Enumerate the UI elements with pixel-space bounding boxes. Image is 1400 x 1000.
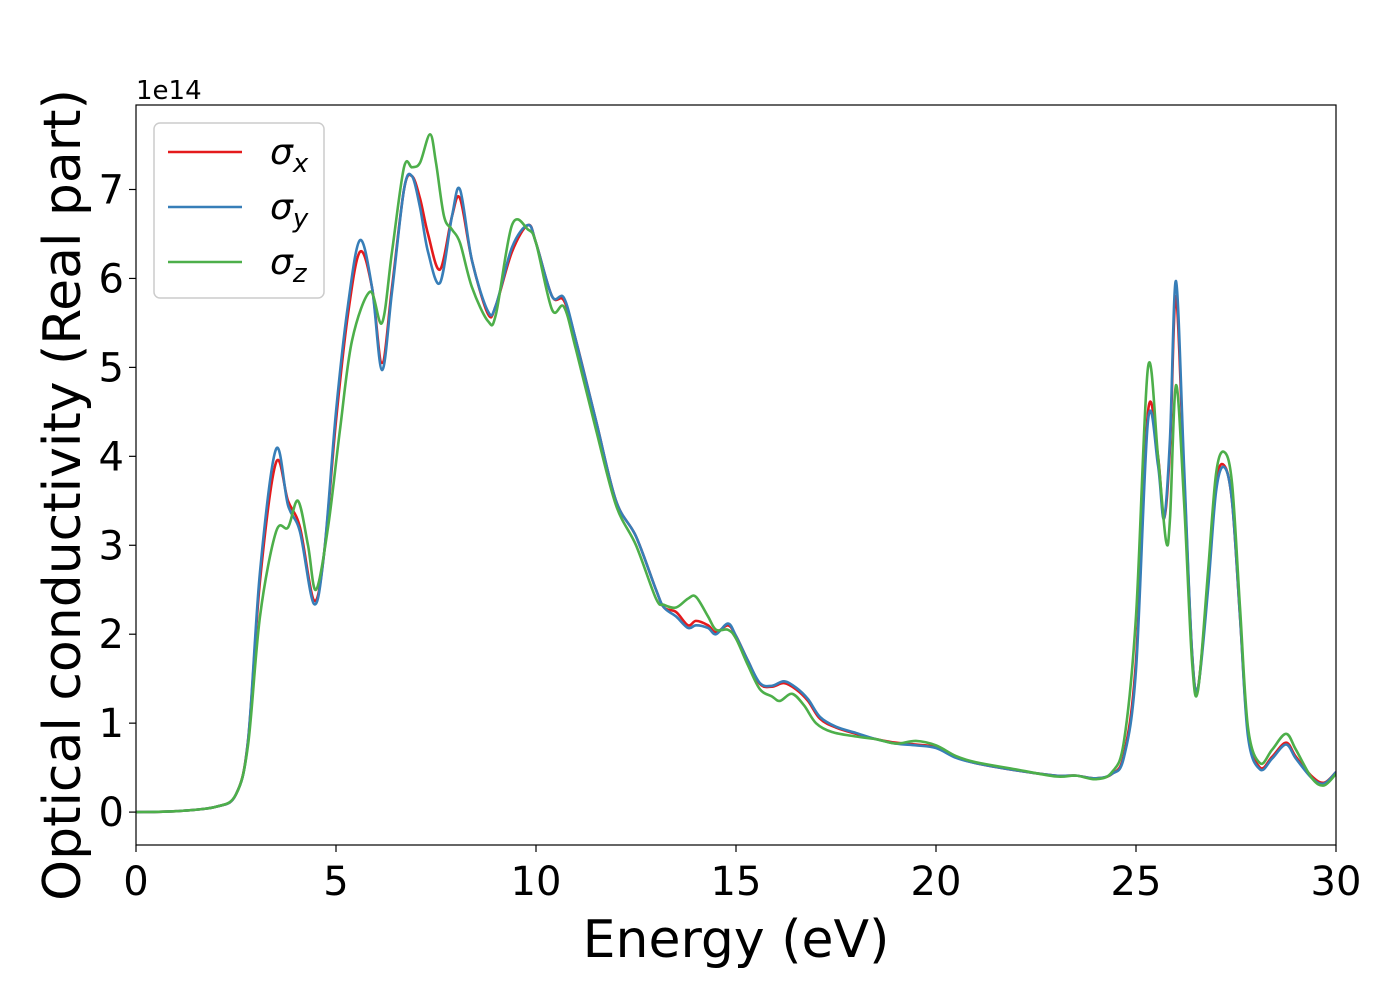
plot-lines <box>136 133 1336 814</box>
y-offset-text: 1e14 <box>136 76 202 106</box>
legend-label-z: σz <box>270 242 308 289</box>
legend: σx σy σz <box>153 122 325 299</box>
y-tick-label: 2 <box>99 612 124 658</box>
x-tick-label: 30 <box>1311 859 1362 905</box>
y-axis-label: Optical conductivity (Real part) <box>33 89 93 901</box>
y-axis-ticks: 0 1 2 3 4 5 6 7 <box>99 167 136 836</box>
legend-frame <box>153 122 325 299</box>
y-tick-label: 0 <box>99 790 124 836</box>
y-tick-label: 3 <box>99 523 124 569</box>
x-tick-label: 25 <box>1111 859 1162 905</box>
legend-label-y: σy <box>270 187 309 234</box>
y-tick-label: 6 <box>99 256 124 302</box>
x-tick-label: 10 <box>511 859 562 905</box>
x-tick-label: 5 <box>323 859 348 905</box>
x-axis-label: Energy (eV) <box>583 910 890 970</box>
x-tick-label: 20 <box>911 859 962 905</box>
y-tick-label: 5 <box>99 345 124 391</box>
x-axis-ticks: 0 5 10 15 20 25 30 <box>123 845 1361 905</box>
y-tick-label: 7 <box>99 167 124 213</box>
series-line-z <box>136 133 1336 814</box>
legend-label-x: σx <box>270 132 309 179</box>
x-tick-label: 0 <box>123 859 148 905</box>
y-tick-label: 1 <box>99 701 124 747</box>
y-tick-label: 4 <box>99 434 124 480</box>
x-tick-label: 15 <box>711 859 762 905</box>
